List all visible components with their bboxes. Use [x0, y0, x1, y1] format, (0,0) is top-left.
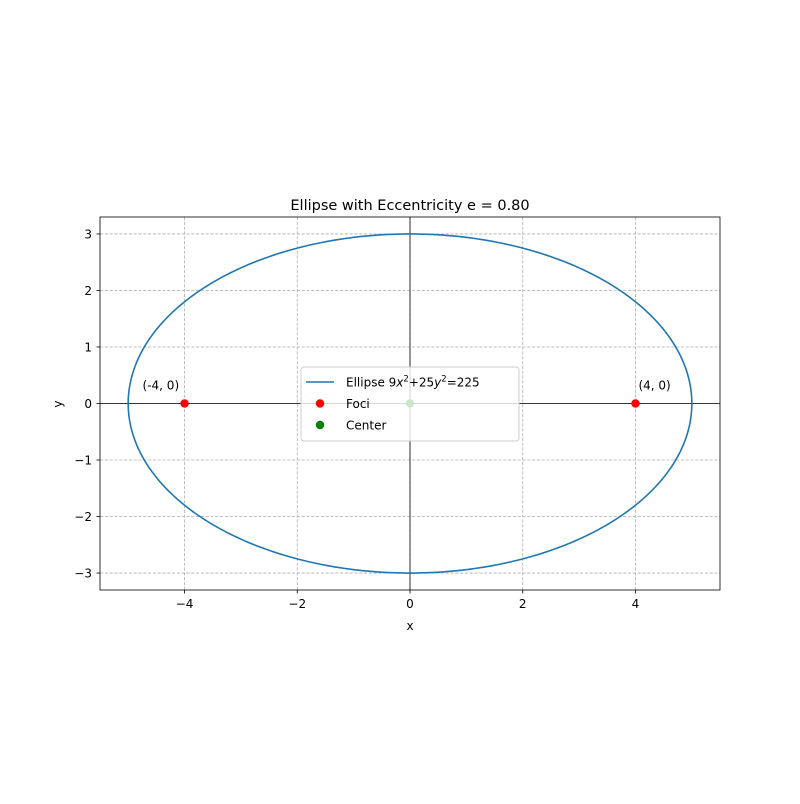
x-tick-label: −2	[288, 597, 306, 611]
y-axis-label: y	[51, 400, 65, 407]
legend-label: Center	[346, 418, 386, 432]
point-annotation: (4, 0)	[638, 379, 670, 393]
point-annotation: (-4, 0)	[143, 379, 180, 393]
legend: Ellipse 9x2+25y2=225 Foci Center	[300, 366, 520, 442]
ticks: −4 −2 0 2 4 −3 −2 −1 0 1 2 3	[74, 227, 639, 611]
foci-point	[180, 399, 189, 408]
legend-marker-swatch	[315, 420, 325, 430]
legend-label: Foci	[346, 397, 370, 411]
x-axis-label: x	[406, 619, 413, 633]
y-tick-label: 3	[84, 227, 92, 241]
chart-title: Ellipse with Eccentricity e = 0.80	[290, 198, 529, 214]
legend-marker-swatch	[315, 399, 325, 408]
y-tick-label: 0	[84, 397, 92, 411]
legend-label: Ellipse 9x2+25y2=225	[346, 374, 480, 389]
y-tick-label: 1	[84, 340, 92, 354]
foci-point	[631, 399, 640, 408]
legend-box	[300, 366, 520, 442]
x-tick-label: 0	[406, 597, 414, 611]
annotations: (-4, 0) (4, 0)	[143, 379, 671, 393]
x-tick-label: 2	[519, 597, 527, 611]
y-tick-label: −2	[74, 510, 92, 524]
y-tick-label: 2	[84, 284, 92, 298]
x-tick-label: 4	[632, 597, 640, 611]
y-tick-label: −1	[74, 453, 92, 467]
ellipse-curve	[127, 233, 693, 574]
y-tick-label: −3	[74, 566, 92, 580]
x-tick-label: −4	[176, 597, 194, 611]
